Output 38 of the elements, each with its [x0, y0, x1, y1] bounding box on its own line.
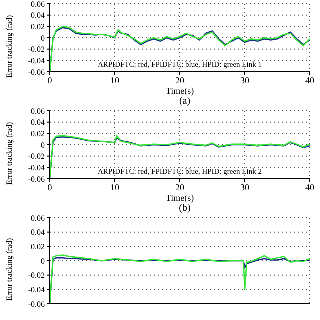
y-tick-label: 0.06 — [31, 214, 45, 223]
y-tick-label: -0.02 — [28, 152, 45, 162]
y-tick-label: -0.06 — [28, 300, 45, 309]
y-tick-label: 0.02 — [31, 22, 45, 32]
x-tick-label: 40 — [306, 75, 315, 86]
y-tick-label: -0.02 — [28, 45, 45, 54]
x-tick-label: 0 — [48, 75, 53, 86]
y-tick-label: 0.02 — [31, 242, 45, 252]
x-tick-label: 40 — [306, 182, 315, 192]
y-tick-label: 0 — [41, 140, 45, 150]
x-tick-label: 30 — [240, 75, 250, 86]
y-tick-label: 0 — [41, 256, 45, 266]
y-tick-label: 0.04 — [31, 11, 45, 20]
x-tick-label: 10 — [110, 75, 120, 86]
y-tick-label: -0.04 — [28, 164, 45, 173]
y-axis-title: Error tracking (rad) — [4, 238, 14, 301]
x-tick-label: 0 — [48, 182, 53, 192]
y-axis-title: Error tracking (rad) — [4, 15, 14, 78]
x-tick-label: 30 — [240, 182, 250, 192]
y-tick-label: 0.06 — [31, 106, 45, 116]
y-tick-label: -0.02 — [28, 271, 45, 280]
y-tick-label: 0 — [41, 34, 45, 43]
x-tick-label: 20 — [176, 75, 185, 86]
x-axis-title: Time(s) — [166, 86, 194, 96]
text: (b) — [178, 203, 192, 214]
text: (a) — [178, 96, 192, 107]
y-tick-label: -0.04 — [28, 56, 45, 66]
y-tick-label: 0.04 — [31, 118, 45, 128]
x-tick-label: 10 — [110, 182, 120, 192]
x-tick-label: 20 — [176, 182, 185, 192]
y-tick-label: -0.04 — [28, 286, 45, 295]
x-axis-title: Time(s) — [166, 193, 194, 203]
y-tick-label: -0.06 — [28, 68, 45, 77]
y-axis-title: Error tracking (rad) — [4, 122, 14, 185]
y-tick-label: 0.02 — [31, 130, 45, 139]
y-tick-label: -0.06 — [28, 174, 45, 184]
y-tick-label: 0.04 — [31, 228, 45, 238]
y-tick-label: 0.06 — [31, 0, 45, 9]
